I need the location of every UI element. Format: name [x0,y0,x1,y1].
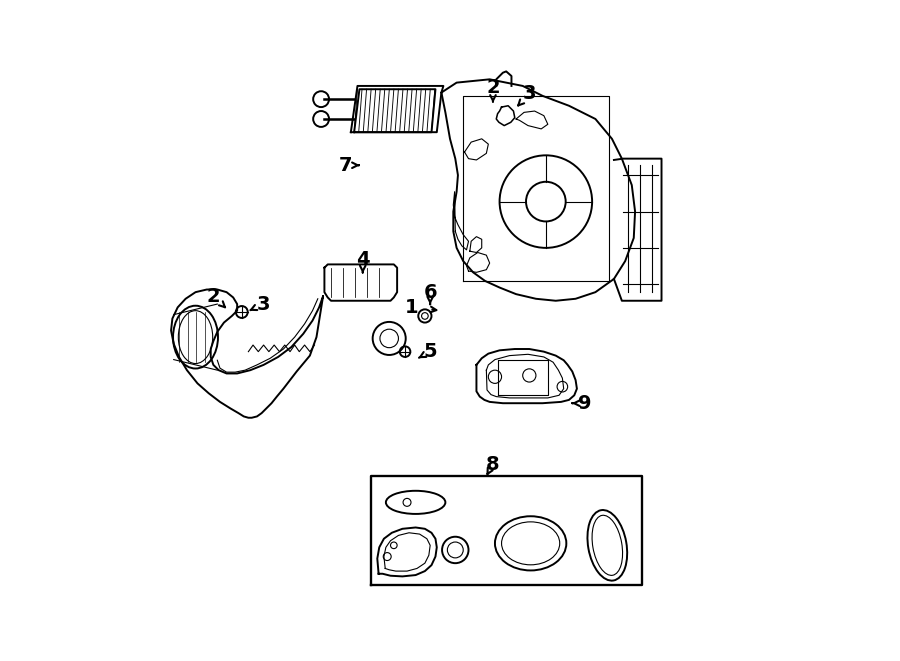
Text: 7: 7 [338,156,352,175]
Text: 1: 1 [405,298,418,317]
Text: 8: 8 [486,455,500,473]
Text: 6: 6 [423,283,437,301]
Text: 3: 3 [256,295,270,313]
Text: 5: 5 [423,342,437,361]
Text: 4: 4 [356,250,370,268]
Text: 2: 2 [486,78,500,97]
Text: 2: 2 [206,287,220,305]
Text: 9: 9 [578,394,591,412]
Text: 3: 3 [523,85,536,103]
